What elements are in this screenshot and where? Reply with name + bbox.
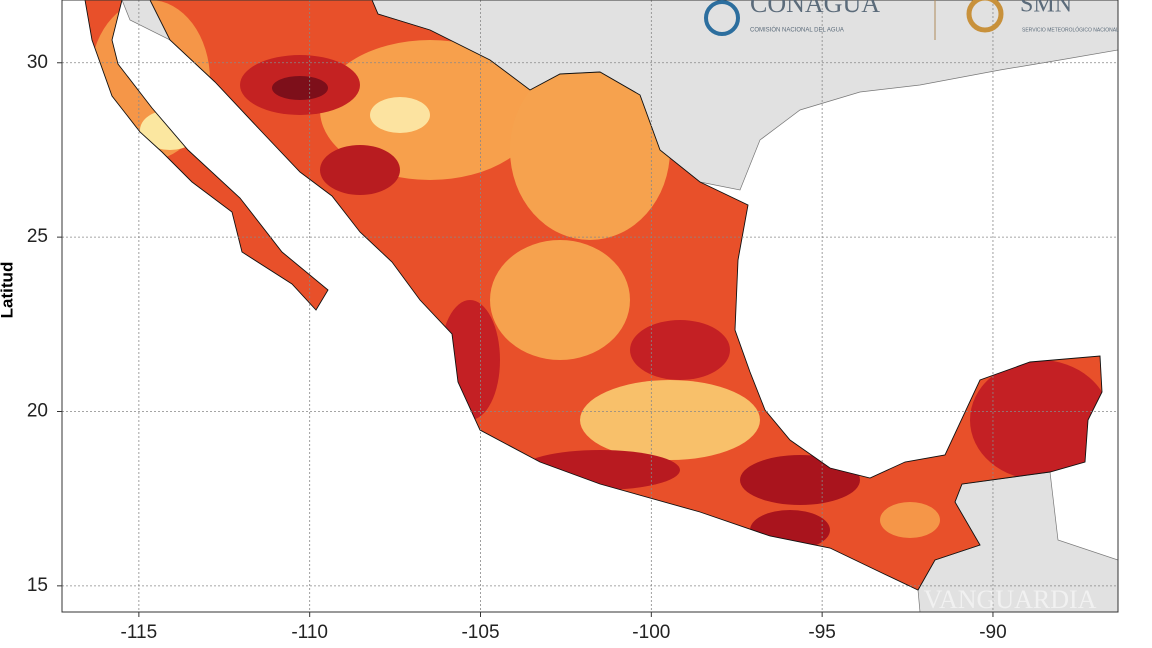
x-tick-label: -100 — [632, 622, 670, 643]
x-tick-label: -115 — [121, 622, 158, 643]
y-axis-label: Latitud — [0, 262, 16, 319]
y-tick-label: 25 — [27, 226, 48, 247]
y-tick-label: 30 — [27, 52, 48, 73]
x-tick-label: -110 — [291, 622, 328, 643]
ticks: -115 -110 -105 -100 -95 -90 15 20 25 30 — [27, 52, 1007, 643]
smn-subtitle: SERVICIO METEOROLÓGICO NACIONAL — [1022, 26, 1119, 33]
y-tick-label: 15 — [27, 575, 48, 596]
smn-logo: SMN — [1020, 0, 1072, 18]
y-tick-label: 20 — [27, 401, 48, 422]
conagua-icon — [704, 0, 740, 36]
x-tick-label: -95 — [808, 622, 835, 643]
plot-frame — [61, 0, 1119, 613]
x-tick-label: -90 — [979, 622, 1006, 643]
x-tick-label: -105 — [461, 622, 499, 643]
conagua-subtitle: COMISIÓN NACIONAL DEL AGUA — [750, 27, 844, 34]
logos: CONAGUA COMISIÓN NACIONAL DEL AGUA SMN S… — [704, 0, 1119, 40]
smn-icon — [966, 0, 1004, 33]
watermark: VANGUARDIA — [924, 585, 1097, 614]
grid — [62, 0, 1118, 612]
conagua-logo: CONAGUA — [750, 0, 880, 18]
